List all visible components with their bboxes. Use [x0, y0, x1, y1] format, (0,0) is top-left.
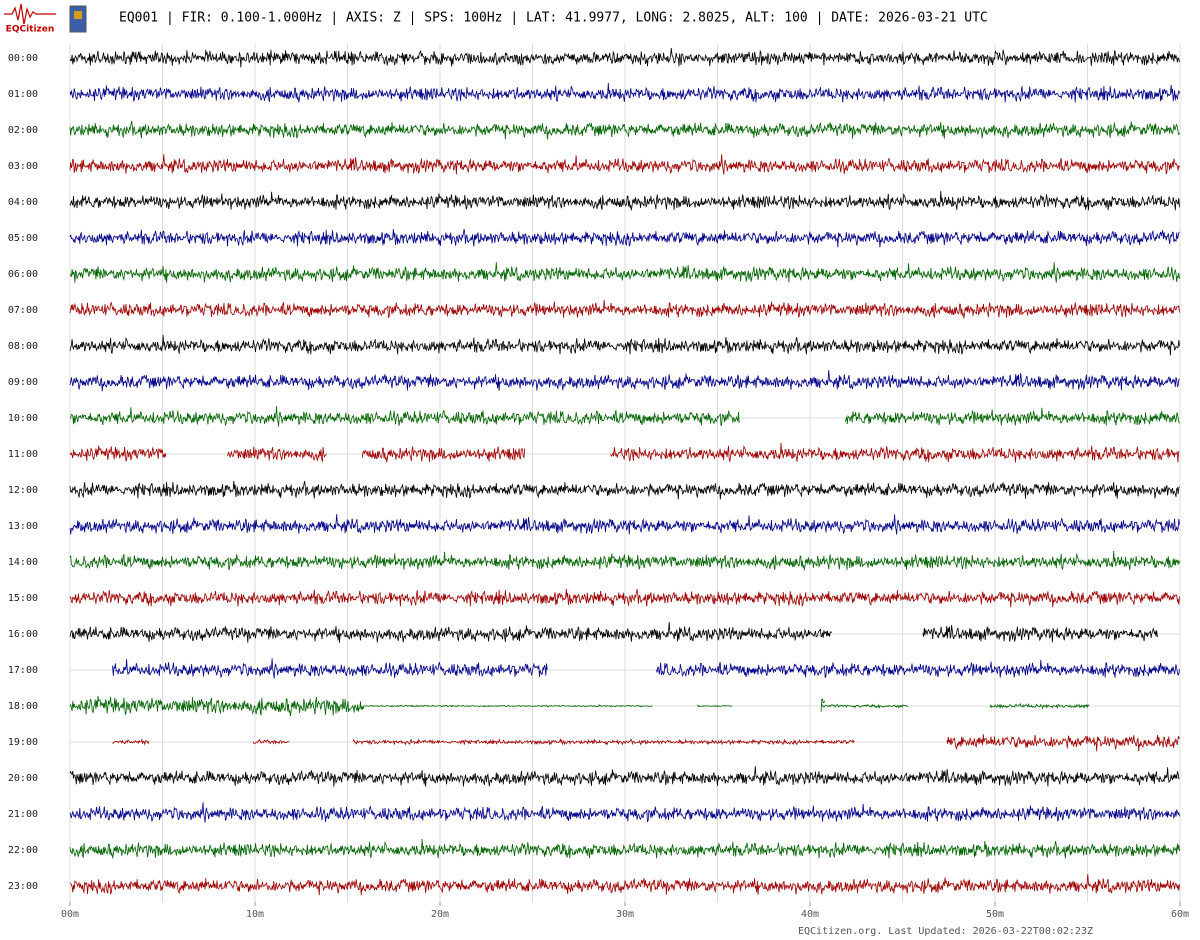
trace-segment: [69, 334, 1180, 356]
trace-segment: [69, 766, 1180, 787]
logo-text: EQCitizen: [6, 25, 55, 35]
row-label: 19:00: [8, 737, 38, 748]
trace-segment: [69, 874, 1180, 896]
trace-segment: [364, 704, 653, 708]
trace-segment: [609, 442, 1180, 463]
row-label: 17:00: [8, 665, 38, 676]
row-label: 20:00: [8, 773, 38, 784]
trace-segment: [946, 734, 1180, 752]
trace-segment: [69, 121, 1180, 140]
row-label: 06:00: [8, 269, 38, 280]
trace-segment: [69, 445, 167, 463]
trace-segment: [352, 737, 855, 746]
trace-segment: [820, 703, 909, 710]
row-label: 13:00: [8, 521, 38, 532]
row-label: 16:00: [8, 629, 38, 640]
row-label: 21:00: [8, 809, 38, 820]
trace-segment: [69, 228, 1180, 248]
trace-segment: [69, 588, 1180, 608]
trace-segment: [69, 370, 1180, 392]
row-label: 05:00: [8, 233, 38, 244]
trace-segment: [69, 299, 1180, 319]
trace-segment: [820, 698, 825, 712]
x-tick-label: 20m: [431, 909, 449, 920]
row-label: 12:00: [8, 485, 38, 496]
x-tick-label: 50m: [986, 909, 1004, 920]
trace-segment: [69, 154, 1180, 175]
row-label: 01:00: [8, 89, 38, 100]
trace-segment: [226, 446, 327, 462]
logo-icon: [4, 3, 87, 33]
trace-segment: [69, 406, 740, 427]
trace-segment: [69, 550, 1180, 571]
row-label: 11:00: [8, 449, 38, 460]
row-label: 00:00: [8, 53, 38, 64]
trace-segment: [69, 695, 365, 717]
row-label: 08:00: [8, 341, 38, 352]
trace-segment: [69, 838, 1180, 859]
x-tick-label: 60m: [1171, 909, 1189, 920]
x-tick-label: 10m: [246, 909, 264, 920]
trace-segment: [112, 658, 548, 679]
trace-segment: [69, 48, 1180, 68]
row-label: 14:00: [8, 557, 38, 568]
row-label: 18:00: [8, 701, 38, 712]
trace-segment: [696, 704, 733, 708]
row-label: 23:00: [8, 881, 38, 892]
row-label: 15:00: [8, 593, 38, 604]
trace-segment: [989, 702, 1090, 711]
trace-segment: [69, 802, 1180, 823]
row-label: 22:00: [8, 845, 38, 856]
trace-segment: [844, 407, 1180, 426]
trace-segment: [69, 622, 832, 643]
trace-segment: [69, 480, 1180, 500]
trace-segment: [69, 190, 1180, 211]
row-label: 03:00: [8, 161, 38, 172]
trace-segment: [922, 625, 1158, 643]
row-label: 02:00: [8, 125, 38, 136]
x-tick-label: 40m: [801, 909, 819, 920]
row-label: 04:00: [8, 197, 38, 208]
footer: EQCitizen.org. Last Updated: 2026-03-22T…: [798, 926, 1093, 937]
chart-title: EQ001 | FIR: 0.100-1.000Hz | AXIS: Z | S…: [119, 11, 988, 26]
trace-segment: [252, 739, 290, 745]
trace-segment: [361, 446, 526, 463]
row-label: 10:00: [8, 413, 38, 424]
trace-segment: [69, 82, 1180, 103]
x-tick-label: 00m: [61, 909, 79, 920]
x-tick-label: 30m: [616, 909, 634, 920]
row-label: 07:00: [8, 305, 38, 316]
trace-segment: [112, 737, 150, 746]
row-label: 09:00: [8, 377, 38, 388]
trace-segment: [69, 262, 1180, 283]
trace-segment: [656, 659, 1180, 679]
trace-segment: [69, 514, 1180, 535]
